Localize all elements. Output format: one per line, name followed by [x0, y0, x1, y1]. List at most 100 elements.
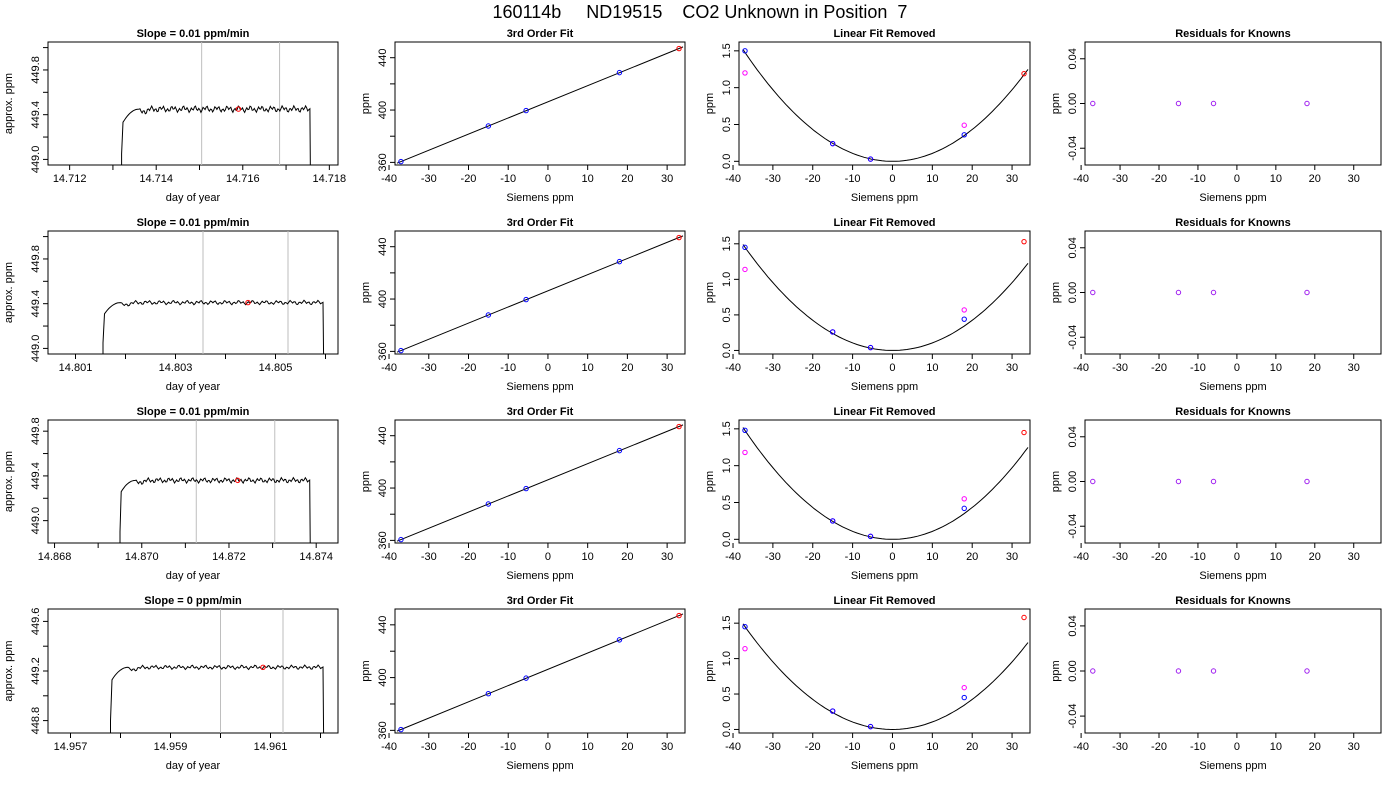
y-tick-label: 440	[377, 616, 389, 634]
unknown-point	[1021, 614, 1027, 621]
x-tick-label: 20	[1309, 173, 1321, 185]
x-tick-label: 30	[661, 362, 673, 374]
y-axis: 449.0 449.4 449.8 approx. ppm	[3, 47, 48, 173]
plot-area	[396, 612, 684, 733]
x-tick-label: 20	[621, 173, 633, 185]
x-axis: -40 -30 -20 -10 0 10 20 30 Siemens ppm	[725, 543, 1018, 582]
figure-title: 160114b ND19515 CO2 Unknown in Position …	[492, 2, 908, 22]
plot-area	[742, 427, 1029, 540]
x-axis-label: Siemens ppm	[1199, 192, 1266, 204]
plot-frame	[738, 230, 1031, 355]
x-tick-label: 30	[661, 741, 673, 753]
panel-title: Residuals for Knowns	[1175, 217, 1291, 229]
x-tick-label: 10	[582, 741, 594, 753]
x-axis: -40 -30 -20 -10 0 10 20 30 Siemens ppm	[1073, 543, 1360, 582]
y-tick-label: 400	[377, 290, 389, 308]
x-tick-label: 10	[926, 173, 938, 185]
residual-point	[1175, 478, 1182, 485]
y-tick-label: -0.04	[1067, 704, 1079, 729]
panel-title: 3rd Order Fit	[507, 28, 574, 40]
x-tick-label: -40	[381, 362, 397, 374]
panel-title: Slope = 0.01 ppm/min	[137, 217, 250, 229]
panel-title: Residuals for Knowns	[1175, 406, 1291, 418]
x-axis: 14.801 14.803 14.805 day of year	[59, 354, 326, 393]
x-axis-label: Siemens ppm	[851, 570, 918, 582]
known-point	[616, 447, 623, 454]
y-tick-label: 1.0	[721, 651, 733, 666]
y-axis: 360 400 440 ppm	[360, 616, 395, 740]
x-tick-label: -10	[1190, 551, 1206, 563]
y-tick-label: 360	[377, 342, 389, 360]
y-axis-label: approx. ppm	[3, 73, 15, 134]
x-tick-label: 0	[545, 362, 551, 374]
known-point	[742, 244, 748, 251]
y-tick-label: 0.04	[1067, 615, 1079, 636]
x-tick-label: 20	[1309, 741, 1321, 753]
plot-frame	[47, 41, 339, 166]
x-tick-label: -30	[765, 362, 781, 374]
x-axis-label: Siemens ppm	[506, 192, 573, 204]
y-axis-label: ppm	[704, 660, 716, 681]
unknown-point	[676, 45, 682, 52]
x-tick-label: 20	[966, 741, 978, 753]
known-point	[485, 312, 492, 318]
residual-point	[1210, 100, 1217, 107]
trace-line	[102, 299, 325, 354]
residual-point	[1175, 100, 1182, 107]
y-axis: -0.04 0.00 0.04 ppm	[1050, 615, 1085, 729]
x-axis-label: Siemens ppm	[1199, 760, 1266, 772]
x-tick-label: 30	[661, 173, 673, 185]
x-tick-label: -30	[421, 173, 437, 185]
y-tick-label: 360	[377, 721, 389, 739]
known-point	[523, 675, 529, 681]
unknown-point	[676, 612, 682, 619]
x-tick-label: 0	[1234, 741, 1240, 753]
x-axis: 14.712 14.714 14.716 14.718 day of year	[53, 165, 346, 204]
residual-point	[1175, 289, 1182, 296]
y-axis: 0.0 0.5 1.0 1.5 ppm	[704, 616, 739, 737]
y-tick-label: 0.0	[721, 154, 733, 169]
raw-point	[742, 266, 748, 273]
x-tick-label: 10	[926, 362, 938, 374]
y-axis-label: ppm	[1050, 93, 1062, 114]
known-point	[867, 344, 874, 351]
x-axis: -40 -30 -20 -10 0 10 20 30 Siemens ppm	[725, 733, 1018, 772]
x-tick-label: -30	[1112, 173, 1128, 185]
y-tick-label: 400	[377, 479, 389, 497]
x-tick-label: -20	[805, 551, 821, 563]
plot-frame	[394, 230, 686, 355]
x-tick-label: 0	[889, 551, 895, 563]
known-point	[742, 48, 748, 54]
y-axis-label: ppm	[704, 93, 716, 114]
x-axis-label: Siemens ppm	[506, 570, 573, 582]
plot-area	[742, 238, 1029, 351]
x-tick-label: -20	[461, 741, 477, 753]
panel-fit-row-2: 3rd Order Fit -40 -30 -20 -10 0 10 20 30 Siemens …	[360, 217, 686, 393]
x-tick-label: -30	[1112, 741, 1128, 753]
x-tick-label: -10	[500, 741, 516, 753]
plot-area	[1090, 289, 1310, 296]
unknown-point	[1021, 429, 1027, 436]
residual-point	[1304, 478, 1310, 485]
x-tick-label: 10	[582, 362, 594, 374]
x-tick-label: -20	[1151, 551, 1167, 563]
x-tick-label: -20	[805, 362, 821, 374]
x-tick-label: 0	[889, 362, 895, 374]
x-tick-label: 14.959	[154, 741, 188, 753]
x-tick-label: -10	[845, 741, 861, 753]
plot-area	[121, 42, 311, 165]
panel-title: Linear Fit Removed	[833, 406, 935, 418]
raw-point	[961, 307, 967, 313]
raw-point	[742, 449, 748, 456]
x-tick-label: 10	[1270, 741, 1282, 753]
known-point	[616, 637, 623, 643]
panel-timeseries-row-2: Slope = 0.01 ppm/min 14.801 14.803 14.805 da…	[3, 217, 339, 393]
plot-frame	[394, 419, 686, 544]
panel-title: 3rd Order Fit	[507, 595, 574, 607]
panel-linear_removed-row-1: Linear Fit Removed -40 -30 -20 -10 0 10 20 30 Sie…	[704, 28, 1031, 204]
panel-fit-row-1: 3rd Order Fit -40 -30 -20 -10 0 10 20 30 Siemens …	[360, 28, 686, 204]
fit-line	[396, 235, 684, 353]
unknown-point	[260, 664, 266, 670]
plot-frame	[738, 41, 1031, 166]
panel-linear_removed-row-3: Linear Fit Removed -40 -30 -20 -10 0 10 20 30 Sie…	[704, 406, 1031, 582]
